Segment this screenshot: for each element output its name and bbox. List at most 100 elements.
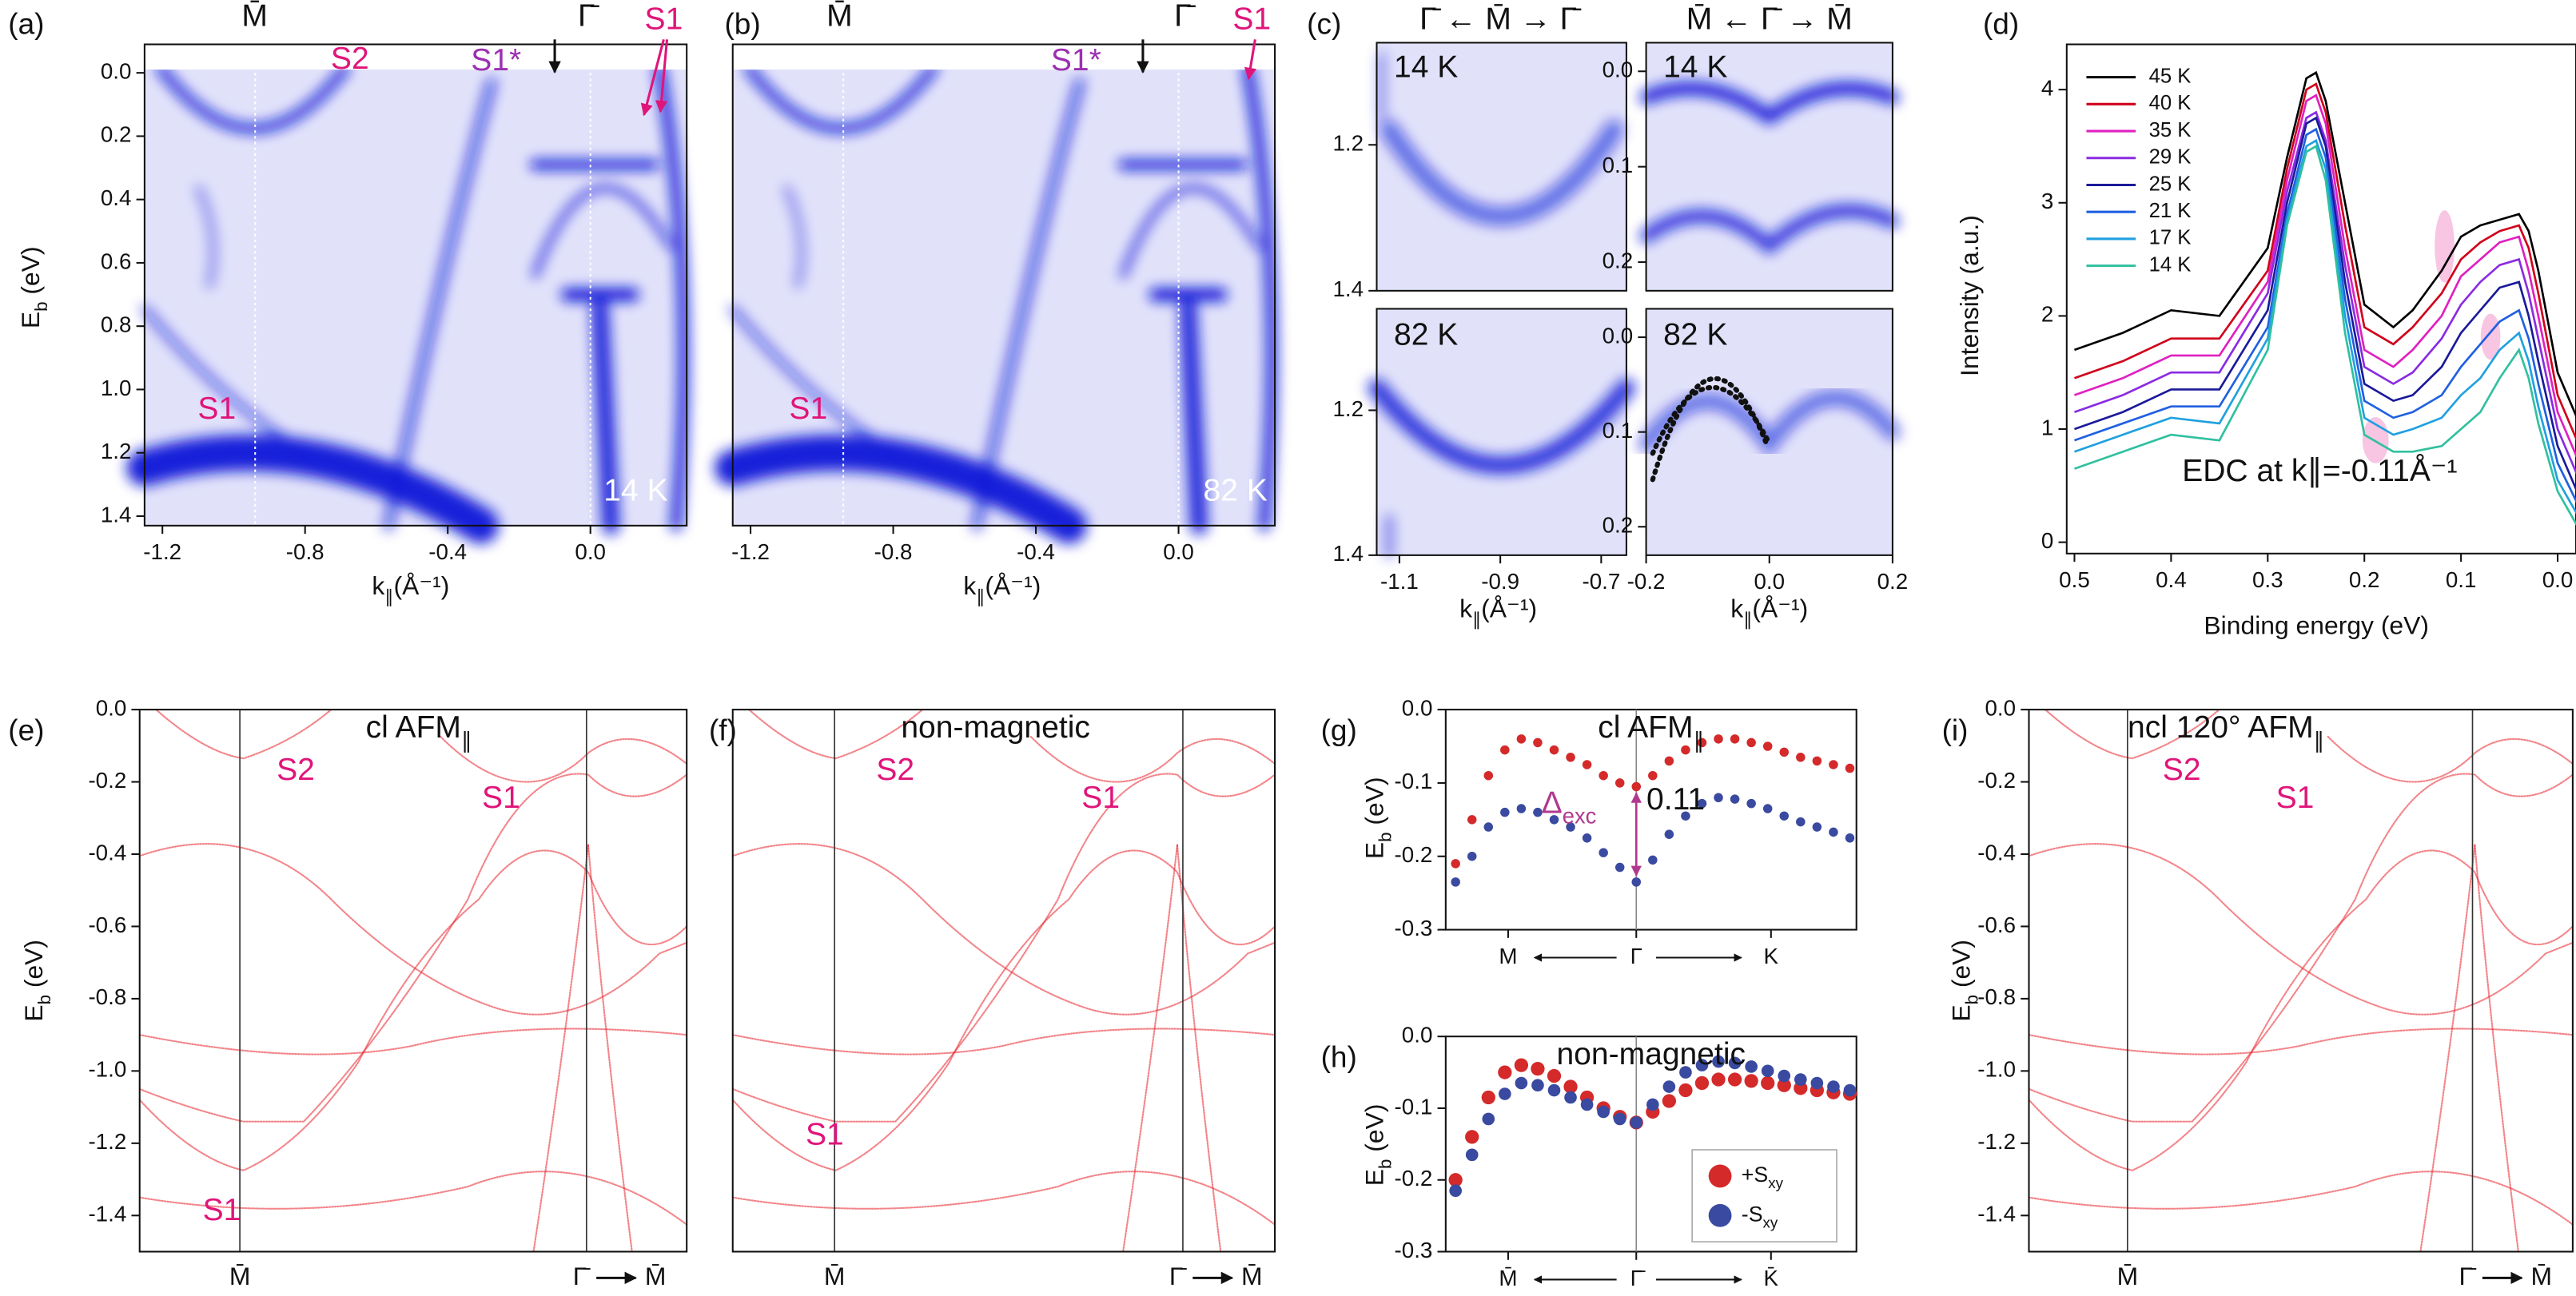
x-tick-label: 0.0 [1163, 539, 1194, 564]
image-feature [440, 737, 687, 782]
y-tick-label: 0.6 [101, 248, 132, 273]
plot-image [1646, 398, 1893, 444]
x-tick-label: -0.8 [286, 539, 324, 564]
x-tick-label: -0.2 [1627, 569, 1666, 594]
panel-label: (a) [8, 8, 44, 41]
band-point [1845, 763, 1855, 773]
band-point [1498, 1065, 1512, 1079]
band-point [1779, 811, 1790, 821]
annotation-main: S1 [645, 2, 683, 37]
y-tick-label: 1.2 [1332, 396, 1364, 421]
band-point [1515, 1076, 1528, 1090]
plot-frame [731, 709, 1276, 1253]
plot-frame [1444, 1036, 1857, 1253]
annotation: EDC at k∥=-0.11Å⁻¹ [2182, 453, 2457, 488]
legend-label-main: +S [1742, 1163, 1768, 1187]
y-tick-label: 1 [2041, 415, 2053, 439]
x-axis-label-sub: ∥ [976, 586, 985, 606]
band-point [1465, 1148, 1479, 1162]
annotation-main: S1 [482, 781, 520, 815]
band-point [1648, 770, 1658, 781]
band-point [1482, 1112, 1495, 1126]
band-point [1714, 734, 1723, 744]
annotation: 14 K [1394, 50, 1458, 85]
annotation-main: 14 K [1663, 50, 1727, 85]
band-point [1829, 827, 1838, 837]
guide-curve [1650, 384, 1770, 456]
band-point [1500, 807, 1510, 817]
band-point [1599, 770, 1608, 781]
annotation: M̄ [241, 0, 268, 34]
plot-image-layer [733, 710, 1275, 1251]
band-point [1662, 1080, 1676, 1093]
annotation-main: S2 [277, 753, 315, 788]
image-feature [2045, 710, 2220, 758]
panel-label: (h) [1321, 1041, 1357, 1074]
pointer-arrow [640, 38, 665, 117]
band-point [1714, 793, 1723, 803]
legend-label: 29 K [2149, 146, 2192, 169]
annotation: Δexc [1542, 786, 1597, 828]
chart-title: cl AFM∥ [1598, 710, 1704, 752]
band-point [1631, 877, 1642, 887]
y-tick-label: 0.0 [96, 695, 127, 720]
band-point [1648, 855, 1658, 865]
band-point [1695, 1059, 1709, 1071]
band-point [1449, 1184, 1462, 1198]
x-axis-label-tail: (Å⁻¹) [985, 571, 1041, 600]
x-tick-label: 0.1 [2446, 567, 2477, 592]
image-feature [145, 453, 481, 526]
y-tick-label: 1.2 [1332, 131, 1364, 156]
band-point [1580, 1098, 1594, 1111]
band-point [1582, 760, 1592, 769]
y-tick-label: -0.1 [1395, 769, 1433, 793]
x-tick-label: -0.4 [428, 539, 467, 564]
image-feature [1646, 398, 1893, 444]
image-feature [1123, 188, 1259, 275]
x-axis-label: k∥(Å⁻¹) [372, 571, 449, 606]
y-axis-label-main: E [1360, 842, 1389, 859]
annotation-main: S1 [1081, 781, 1120, 815]
band-point [1711, 1072, 1726, 1087]
x-tick-label: Γ [1630, 944, 1642, 968]
band-point [1599, 848, 1608, 857]
annotation-main: S2 [2163, 753, 2201, 788]
image-feature [733, 1029, 1275, 1055]
x-axis-label-main: k [963, 571, 976, 600]
chart-title: ncl 120° AFM∥ [2128, 710, 2324, 752]
annotation: S2 [876, 753, 914, 788]
image-feature [2029, 1171, 2573, 1224]
panel-label: (d) [1983, 8, 2019, 41]
image-top-blank [144, 44, 687, 70]
y-axis-label: Eb (eV) [1947, 940, 1982, 1022]
x-tick-label: -1.2 [143, 539, 181, 564]
annotation: S1* [1051, 43, 1101, 78]
band-point [1761, 1064, 1774, 1078]
annotation: 14 K [1663, 50, 1727, 85]
band-point [1533, 737, 1543, 748]
x-axis-label-tail: (Å⁻¹) [1481, 594, 1537, 623]
x-axis-label-main: k [372, 571, 384, 600]
legend-label: 14 K [2149, 253, 2192, 276]
y-tick-label: -0.2 [1395, 842, 1433, 867]
y-tick-label: 0.1 [1603, 418, 1634, 443]
annotation: S2 [331, 42, 369, 76]
image-feature [2474, 845, 2518, 1252]
plot-frame [2028, 709, 2574, 1253]
annotation: S2 [2163, 753, 2201, 788]
band-point [1566, 753, 1575, 762]
panel-label: (e) [8, 714, 44, 747]
chart-title: cl AFM∥ [366, 710, 472, 752]
band-point [1681, 811, 1690, 821]
x-label: M̄ [2117, 1262, 2139, 1290]
y-tick-label: -0.8 [1977, 984, 2016, 1009]
y-axis-label-main: E [1947, 1004, 1976, 1021]
y-tick-label: 1.0 [101, 376, 132, 400]
legend-label-main: -S [1742, 1202, 1763, 1226]
image-feature [749, 710, 922, 758]
band-point [1745, 1060, 1758, 1073]
x-label: M̄ [645, 1262, 667, 1290]
highlight [2435, 210, 2455, 283]
image-feature [733, 309, 895, 454]
